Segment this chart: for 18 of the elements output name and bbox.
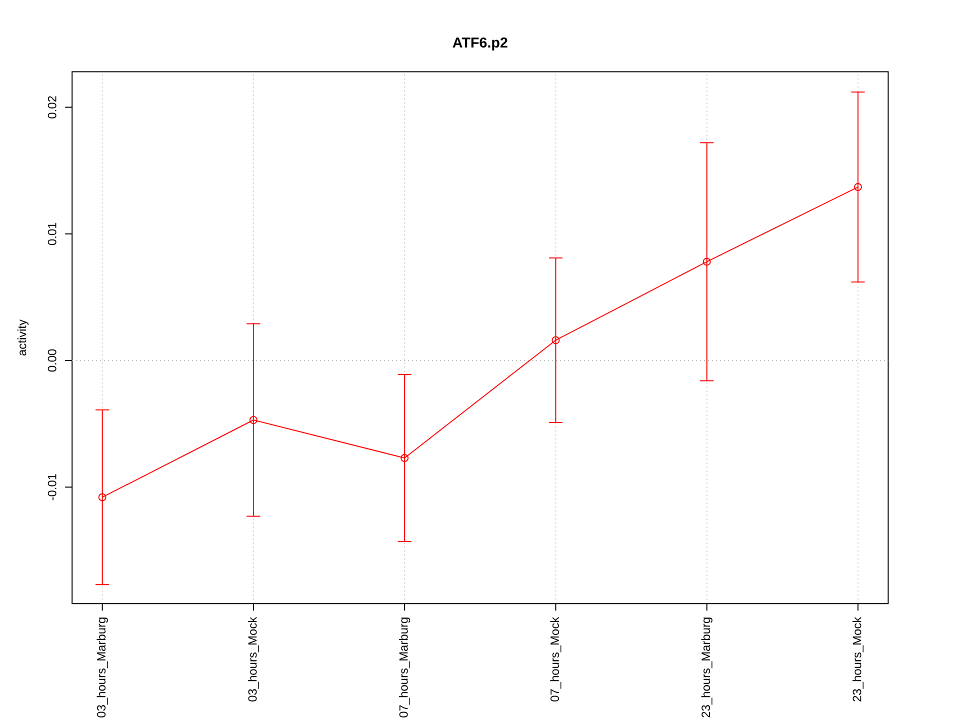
x-tick-label: 07_hours_Mock xyxy=(550,616,562,702)
y-tick-label: -0.01 xyxy=(48,474,56,500)
y-tick-label: 0.00 xyxy=(48,349,56,372)
y-axis-title: activity xyxy=(17,319,29,356)
point xyxy=(854,183,862,192)
x-tick-label: 23_hours_Marburg xyxy=(701,618,712,718)
point xyxy=(400,454,409,462)
x-tick-label: 23_hours_Mock xyxy=(852,616,864,702)
point xyxy=(702,258,711,266)
x-tick-label: 03_hours_Marburg xyxy=(96,618,108,718)
chart-title: ATF6.p2 xyxy=(452,37,508,50)
point xyxy=(552,336,560,344)
y-tick-label: 0.02 xyxy=(48,96,56,118)
y-tick-label: 0.01 xyxy=(48,222,56,246)
x-tick-label: 03_hours_Mock xyxy=(248,616,259,702)
point xyxy=(249,416,258,424)
x-tick-label: 07_hours_Marburg xyxy=(399,618,410,718)
point xyxy=(98,493,106,502)
